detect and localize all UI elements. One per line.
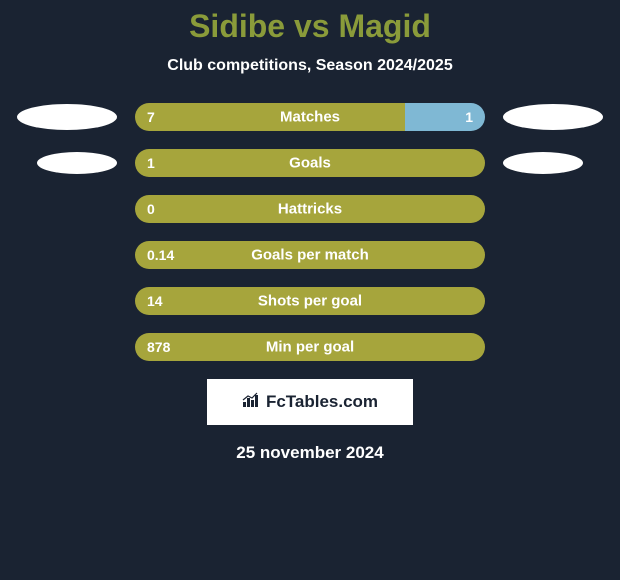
stat-value-left: 878 <box>147 339 170 355</box>
stat-value-left: 14 <box>147 293 163 309</box>
stat-label: Hattricks <box>278 201 342 218</box>
player-left-marker <box>37 152 117 174</box>
stat-row: 0.14 Goals per match <box>0 241 620 269</box>
stat-label: Shots per goal <box>258 293 362 310</box>
stat-row: 14 Shots per goal <box>0 287 620 315</box>
date-label: 25 november 2024 <box>0 443 620 463</box>
stat-row: 1 Goals <box>0 149 620 177</box>
stat-bar-left: 7 <box>135 103 405 131</box>
logo-text: FcTables.com <box>266 392 378 412</box>
player-right-marker <box>503 104 603 130</box>
stat-row: 7 1 Matches <box>0 103 620 131</box>
stat-bar: 7 1 Matches <box>135 103 485 131</box>
stat-row: 878 Min per goal <box>0 333 620 361</box>
main-container: Sidibe vs Magid Club competitions, Seaso… <box>0 0 620 463</box>
stat-row: 0 Hattricks <box>0 195 620 223</box>
stat-value-left: 7 <box>147 109 155 125</box>
stats-area: 7 1 Matches 1 Goals 0 Hattricks 0.14 Goals per m… <box>0 103 620 361</box>
logo-box: FcTables.com <box>207 379 413 425</box>
page-title: Sidibe vs Magid <box>0 8 620 45</box>
stat-bar: 0.14 Goals per match <box>135 241 485 269</box>
stat-label: Matches <box>280 109 340 126</box>
player-left-marker <box>17 104 117 130</box>
stat-label: Min per goal <box>266 339 354 356</box>
chart-icon <box>242 392 262 413</box>
player-right-marker <box>503 152 583 174</box>
stat-bar: 1 Goals <box>135 149 485 177</box>
stat-value-left: 1 <box>147 155 155 171</box>
stat-label: Goals <box>289 155 331 172</box>
stat-value-left: 0 <box>147 201 155 217</box>
stat-value-right: 1 <box>465 109 473 125</box>
stat-bar: 0 Hattricks <box>135 195 485 223</box>
stat-bar: 878 Min per goal <box>135 333 485 361</box>
stat-value-left: 0.14 <box>147 247 174 263</box>
stat-bar: 14 Shots per goal <box>135 287 485 315</box>
stat-label: Goals per match <box>251 247 369 264</box>
subtitle: Club competitions, Season 2024/2025 <box>0 57 620 75</box>
stat-bar-right: 1 <box>405 103 486 131</box>
